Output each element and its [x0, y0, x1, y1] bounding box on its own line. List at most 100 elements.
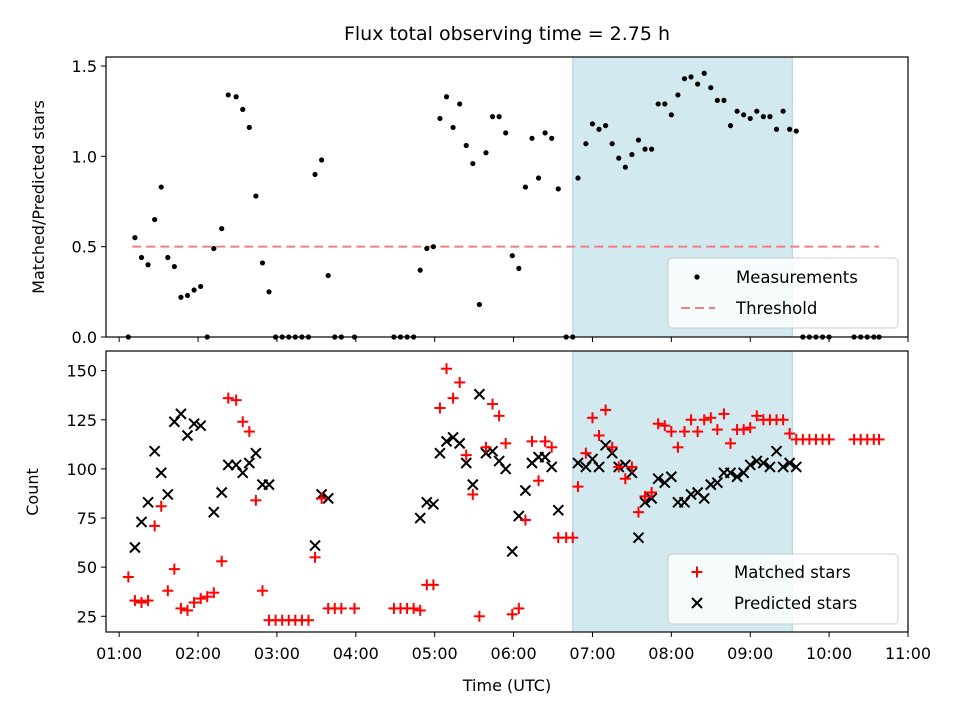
matched-star-point — [493, 410, 505, 422]
measurement-point — [424, 245, 430, 252]
predicted-star-point — [572, 457, 584, 469]
matched-star-point — [738, 424, 750, 436]
matched-star-point — [567, 532, 579, 544]
legend-label-measurements: Measurements — [736, 268, 858, 287]
matched-star-point — [698, 414, 710, 426]
predicted-star-point — [460, 457, 472, 469]
matched-star-point — [718, 408, 730, 420]
matched-star-point — [600, 404, 612, 416]
predicted-star-point — [453, 437, 466, 450]
measurement-point — [642, 146, 648, 152]
measurement-point — [483, 150, 489, 156]
matched-star-point — [175, 602, 187, 614]
predicted-star-point — [593, 461, 605, 473]
predicted-star-point — [309, 539, 321, 552]
measurement-point — [695, 81, 701, 87]
measurement-point — [701, 70, 707, 76]
top-y-axis-label: Matched/Predicted stars — [29, 100, 48, 294]
bottom-axes-frame — [105, 350, 909, 633]
matched-star-point — [243, 426, 255, 438]
measurement-point — [489, 114, 496, 120]
x-tick-label: 09:00 — [727, 644, 773, 663]
measurement-point — [793, 128, 799, 134]
x-tick-label: 11:00 — [885, 644, 931, 663]
measurement-point — [158, 184, 164, 190]
measurement-point — [443, 94, 450, 100]
matched-star-point — [335, 602, 347, 614]
measurement-point — [721, 97, 727, 103]
measurement-point — [437, 115, 443, 122]
x-tick-label: 07:00 — [569, 644, 615, 663]
predicted-star-point — [467, 478, 479, 491]
bottom-y-axis-label: Count — [23, 468, 42, 516]
predicted-star-point — [606, 447, 618, 459]
matched-star-point — [427, 579, 439, 591]
predicted-star-point — [519, 484, 532, 497]
matched-star-point — [467, 488, 479, 500]
measurement-point — [780, 108, 786, 114]
predicted-star-point — [711, 476, 724, 489]
matched-star-point — [639, 490, 651, 502]
measurement-point — [734, 108, 740, 114]
measurement-point — [662, 101, 668, 107]
matched-star-point — [586, 412, 598, 424]
predicted-star-point — [181, 429, 194, 442]
bottom-y-tick-label: 100 — [66, 460, 97, 479]
measurement-point — [463, 142, 469, 149]
predicted-star-point — [770, 445, 783, 457]
measurement-point — [529, 135, 535, 141]
predicted-star-point — [552, 504, 564, 516]
measurement-point — [152, 216, 158, 223]
measurement-point — [575, 175, 581, 181]
measurement-point — [184, 292, 191, 299]
measurement-point — [655, 101, 661, 107]
predicted-star-point — [148, 445, 161, 457]
predicted-star-point — [705, 478, 717, 491]
predicted-star-point — [545, 461, 558, 473]
measurement-point — [609, 141, 615, 147]
measurement-point — [132, 235, 138, 241]
measurement-point — [727, 123, 734, 129]
predicted-star-point — [764, 461, 776, 473]
predicted-star-point — [665, 471, 678, 483]
predicted-star-point — [250, 447, 262, 459]
measurement-point — [457, 101, 463, 107]
matched-star-point — [533, 475, 545, 487]
predicted-stars-points — [129, 388, 802, 558]
measurement-point — [496, 114, 502, 120]
predicted-star-point — [626, 467, 638, 479]
matched-star-point — [473, 610, 485, 622]
measurement-point — [325, 272, 331, 279]
predicted-star-point — [434, 447, 446, 459]
matched-star-point — [414, 604, 426, 616]
predicted-star-point — [129, 541, 141, 554]
legend-marker-predicted-stars — [691, 597, 703, 609]
measurement-point — [246, 124, 252, 131]
matched-star-point — [222, 392, 234, 404]
measurement-point — [145, 262, 151, 268]
measurement-point — [535, 175, 542, 181]
predicted-star-point — [639, 496, 651, 509]
matched-star-point — [348, 602, 360, 614]
matched-star-point — [606, 441, 618, 453]
matched-star-point — [613, 461, 625, 473]
measurement-point — [649, 146, 655, 152]
predicted-star-point — [744, 459, 756, 471]
top-legend-box — [667, 257, 899, 329]
legend-label-threshold: Threshold — [735, 299, 817, 318]
matched-star-point — [632, 506, 644, 518]
matched-star-point — [692, 426, 704, 438]
predicted-star-point — [698, 492, 710, 505]
matched-star-point — [751, 410, 763, 422]
measurement-point — [787, 126, 793, 132]
matched-star-point — [162, 585, 174, 597]
measurement-point — [225, 92, 231, 98]
bottom-y-ticks: 25 50 75 100 125 150 — [66, 362, 106, 626]
matched-star-point — [149, 520, 161, 532]
predicted-star-point — [506, 545, 518, 558]
matched-star-point — [619, 473, 631, 485]
matched-star-point — [168, 563, 180, 575]
matched-star-point — [129, 595, 141, 607]
measurement-point — [549, 135, 555, 141]
matched-star-point — [500, 437, 512, 449]
